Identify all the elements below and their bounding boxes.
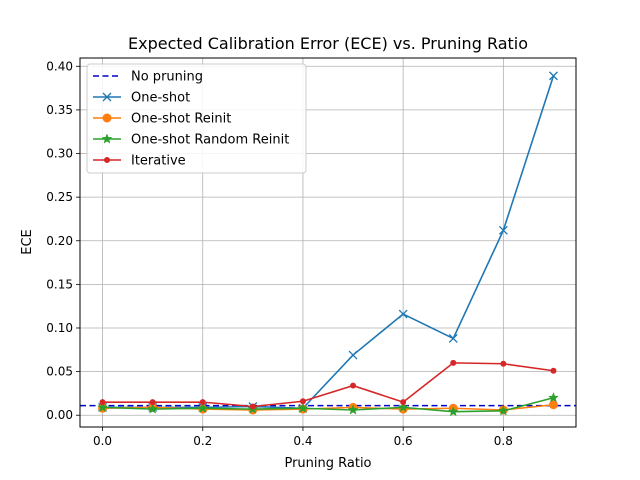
x-tick-label: 0.8	[494, 434, 513, 448]
y-tick-label: 0.35	[46, 103, 73, 117]
x-tick-label: 0.4	[293, 434, 312, 448]
data-point-iterative	[99, 399, 106, 406]
y-tick-label: 0.30	[46, 147, 73, 161]
data-point-one-shot-random-reinit	[197, 402, 209, 413]
chart-title: Expected Calibration Error (ECE) vs. Pru…	[128, 34, 528, 53]
data-point-iterative	[199, 399, 206, 406]
y-tick-label: 0.25	[46, 190, 73, 204]
data-point-iterative	[400, 399, 407, 406]
series-line-one-shot-random-reinit	[102, 397, 554, 413]
legend-marker-one-shot	[102, 92, 112, 102]
series-layer	[97, 71, 559, 417]
y-tick-label: 0.00	[46, 408, 73, 422]
data-point-one-shot-random-reinit	[397, 401, 409, 412]
y-axis-label: ECE	[20, 229, 35, 255]
plot-frame	[79, 57, 577, 428]
legend-label-iterative: Iterative	[131, 154, 186, 169]
data-point-one-shot	[498, 225, 508, 235]
y-tick-label: 0.10	[46, 321, 73, 335]
legend-marker-one-shot-reinit	[102, 113, 112, 123]
y-tick-label: 0.15	[46, 277, 73, 291]
data-point-iterative	[350, 382, 357, 389]
data-point-iterative	[149, 399, 156, 406]
series-one-shot-random-reinit	[97, 392, 559, 417]
data-point-one-shot-random-reinit	[347, 404, 359, 415]
series-line-iterative	[102, 362, 554, 408]
data-point-one-shot	[348, 350, 358, 360]
series-line-one-shot	[102, 75, 555, 410]
legend-label-one-shot-random-reinit: One-shot Random Reinit	[131, 133, 289, 148]
data-point-iterative	[500, 360, 507, 367]
data-point-iterative	[550, 367, 557, 374]
x-tick-label: 0.2	[193, 434, 212, 448]
x-axis-label: Pruning Ratio	[284, 456, 371, 471]
legend-marker-one-shot-random-reinit	[101, 133, 113, 144]
data-point-iterative	[249, 403, 256, 410]
series-iterative	[99, 359, 557, 410]
data-point-one-shot-random-reinit	[497, 405, 509, 416]
x-axis-ticks: 0.0 0.2 0.4 0.6 0.8	[93, 427, 513, 448]
data-point-one-shot-random-reinit	[97, 401, 108, 412]
legend-label-one-shot: One-shot	[131, 91, 190, 106]
y-tick-label: 0.20	[46, 234, 73, 248]
x-tick-label: 0.0	[93, 434, 112, 448]
data-point-one-shot-random-reinit	[447, 406, 459, 417]
legend-box	[86, 63, 307, 174]
data-point-one-shot	[398, 309, 408, 319]
data-point-one-shot	[448, 333, 458, 343]
data-point-one-shot-random-reinit	[548, 392, 559, 403]
x-tick-label: 0.6	[394, 434, 413, 448]
legend: No pruning One-shot One-shot Reinit One-sho…	[86, 63, 307, 174]
data-point-iterative	[299, 398, 306, 405]
legend-marker-iterative	[104, 157, 110, 163]
y-tick-label: 0.05	[46, 365, 73, 379]
data-point-one-shot	[548, 71, 558, 81]
data-point-one-shot-reinit	[548, 400, 558, 410]
y-tick-label: 0.40	[46, 59, 73, 73]
data-point-one-shot-random-reinit	[147, 403, 159, 414]
legend-label-one-shot-reinit: One-shot Reinit	[131, 112, 231, 127]
data-point-one-shot-random-reinit	[297, 402, 309, 413]
legend-label-no-pruning: No pruning	[131, 70, 203, 85]
y-axis-ticks: 0.00 0.05 0.10 0.15 0.20 0.25 0.30 0.35 0.40	[46, 59, 80, 422]
data-point-iterative	[450, 359, 457, 366]
